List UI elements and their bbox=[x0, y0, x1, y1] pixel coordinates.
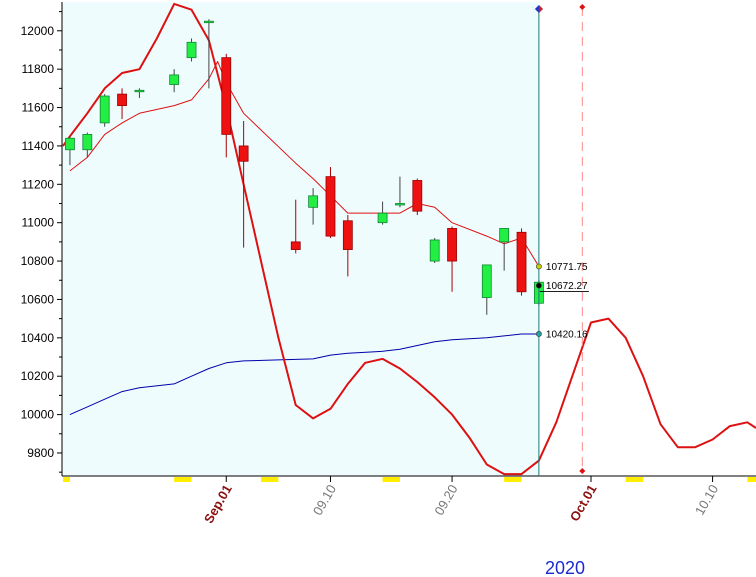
value-marker-dot bbox=[535, 282, 542, 289]
value-label: 10771.75 bbox=[546, 262, 588, 273]
x-tick-label: 09.20 bbox=[431, 482, 460, 518]
y-axis: 9800 10000 10200 10400 10600 10800 11000 11200 1… bbox=[21, 2, 756, 477]
candle bbox=[308, 188, 319, 225]
cursor-diamond-half-icon bbox=[538, 5, 543, 13]
candle-body-up bbox=[481, 264, 492, 298]
candle-body-down bbox=[290, 241, 301, 250]
candle bbox=[395, 176, 405, 208]
candle bbox=[117, 88, 127, 120]
weekend-markers bbox=[63, 477, 756, 482]
y-tick-label: 10000 bbox=[21, 408, 55, 422]
candle bbox=[447, 226, 457, 292]
candle-body-up bbox=[429, 239, 440, 262]
weekend-marker bbox=[174, 477, 192, 482]
candle bbox=[481, 264, 492, 315]
candle bbox=[134, 88, 145, 98]
candle bbox=[65, 136, 75, 166]
candle-body-up bbox=[99, 95, 110, 124]
candle-body-up bbox=[395, 203, 405, 206]
candle bbox=[499, 228, 510, 271]
value-labels: 10771.75 10672.27 10420.16 bbox=[535, 262, 589, 340]
candle-body-down bbox=[342, 220, 353, 250]
candle bbox=[99, 94, 110, 127]
candle-body-up bbox=[82, 134, 93, 151]
x-tick-label: 10.10 bbox=[692, 482, 721, 518]
series-line-0 bbox=[69, 61, 540, 267]
candle-body-up bbox=[134, 89, 145, 93]
weekend-marker bbox=[504, 477, 522, 482]
x-tick-label: 09.10 bbox=[310, 482, 339, 518]
weekend-marker bbox=[625, 477, 644, 482]
value-marker-dot bbox=[535, 331, 542, 337]
weekend-marker bbox=[63, 477, 70, 482]
x-tick-label: Sep.01 bbox=[201, 482, 235, 526]
x-axis: Sep.01 09.10 09.20 Oct.01 10.10 bbox=[201, 476, 721, 526]
candle bbox=[342, 215, 353, 277]
candle-body-down bbox=[516, 231, 527, 293]
candle bbox=[82, 132, 93, 158]
y-tick-label: 10600 bbox=[21, 292, 55, 306]
candle bbox=[516, 228, 527, 296]
y-tick-label: 10800 bbox=[21, 254, 55, 268]
candle bbox=[169, 69, 180, 93]
y-tick-label: 11000 bbox=[22, 216, 55, 230]
candle-body-down bbox=[447, 228, 457, 262]
projection-bottom-marker-icon bbox=[579, 468, 586, 474]
current-day-cursor[interactable] bbox=[534, 4, 586, 476]
candle-body-up bbox=[169, 74, 180, 85]
candle-body-down bbox=[238, 145, 249, 162]
candle-body-up bbox=[186, 41, 197, 59]
candle bbox=[186, 38, 197, 62]
y-tick-label: 12000 bbox=[21, 24, 55, 38]
weekend-marker bbox=[382, 477, 400, 482]
candle-body-up bbox=[377, 212, 388, 224]
weekend-marker bbox=[261, 477, 279, 482]
projection-top-marker-icon bbox=[579, 4, 586, 10]
candle bbox=[221, 53, 232, 158]
y-tick-label: 9800 bbox=[27, 446, 54, 460]
candle bbox=[412, 178, 423, 216]
candle-body-down bbox=[325, 176, 336, 237]
y-tick-label: 11200 bbox=[22, 177, 55, 191]
candle-body-up bbox=[499, 228, 510, 243]
candle bbox=[203, 19, 214, 89]
indicator-lines bbox=[62, 2, 756, 476]
candle bbox=[238, 120, 249, 248]
candle-body-down bbox=[412, 180, 423, 212]
candle bbox=[377, 201, 388, 225]
candle-body-up bbox=[308, 195, 319, 208]
value-marker-dot bbox=[535, 263, 542, 270]
candle bbox=[290, 199, 301, 254]
y-tick-label: 10200 bbox=[21, 369, 55, 383]
series-line-1 bbox=[69, 333, 539, 416]
candle-body-down bbox=[221, 57, 232, 135]
value-label: 10420.16 bbox=[546, 329, 588, 340]
candle-body-down bbox=[117, 93, 127, 107]
y-tick-label: 11600 bbox=[22, 101, 55, 115]
y-tick-label: 11400 bbox=[22, 139, 55, 153]
candle bbox=[325, 167, 336, 239]
x-tick-label: Oct.01 bbox=[567, 482, 600, 524]
candle bbox=[429, 238, 440, 263]
candle-body-up bbox=[65, 137, 75, 151]
year-label: 2020 bbox=[545, 558, 585, 577]
y-tick-label: 10400 bbox=[21, 331, 55, 345]
weekend-marker bbox=[747, 477, 756, 482]
series-line-2 bbox=[62, 2, 756, 476]
candle-body-up bbox=[203, 20, 214, 24]
value-label: 10672.27 bbox=[546, 281, 588, 292]
y-tick-label: 11800 bbox=[22, 62, 55, 76]
history-shaded-area bbox=[62, 2, 539, 476]
